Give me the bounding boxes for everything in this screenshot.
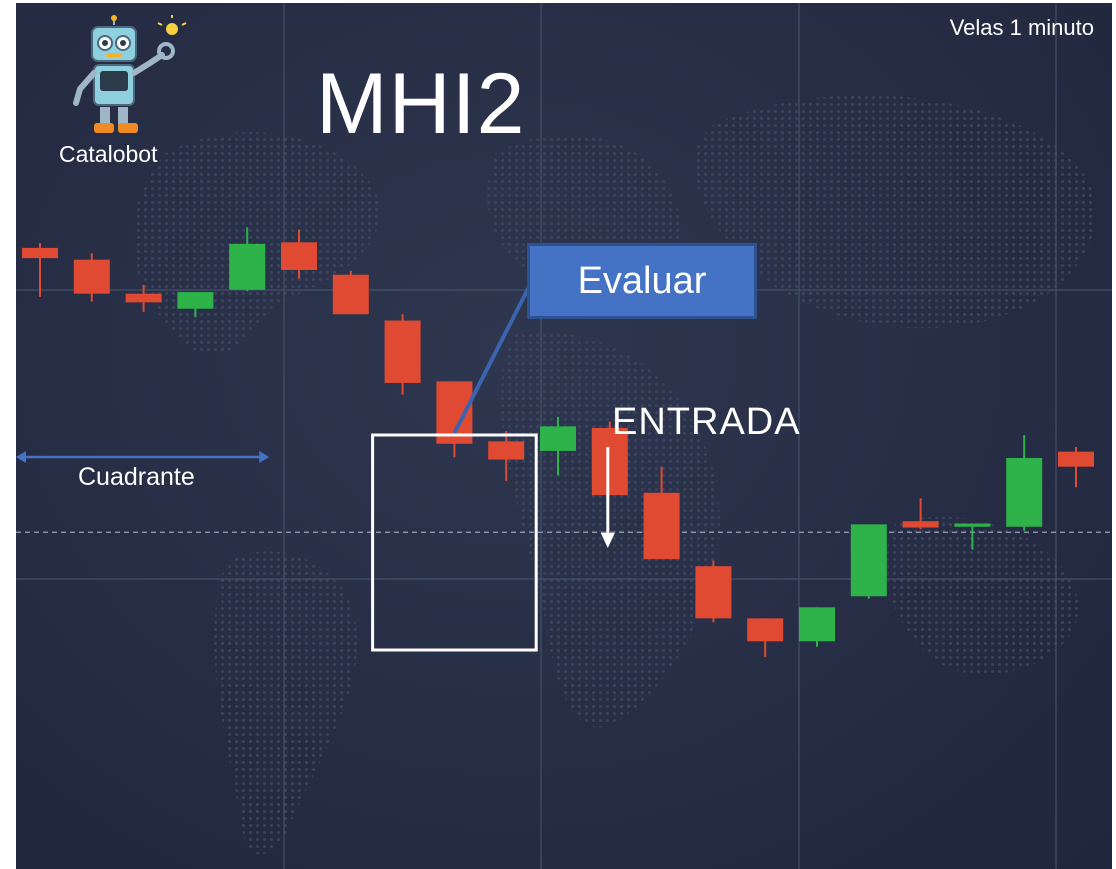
candle-body-0 (22, 247, 58, 259)
candle-1 (73, 253, 110, 302)
candlestick-chart (16, 3, 1112, 869)
evaluation-frame (371, 433, 538, 652)
callout-connector (452, 280, 534, 434)
candle-body-4 (229, 243, 266, 290)
candle-20 (1058, 446, 1094, 488)
candle-13 (695, 560, 732, 623)
candle-0 (22, 243, 58, 297)
quadrant-label: Cuadrante (78, 463, 195, 491)
candle-body-7 (384, 320, 421, 383)
candle-10 (540, 416, 576, 476)
candle-body-2 (125, 293, 162, 303)
candle-body-12 (643, 492, 680, 560)
candle-4 (229, 227, 266, 292)
candle-body-13 (695, 566, 732, 619)
candle-18 (954, 523, 991, 550)
candle-body-10 (540, 426, 576, 451)
candle-12 (643, 466, 680, 560)
candle-14 (747, 618, 784, 658)
candle-body-18 (954, 523, 991, 527)
candle-body-6 (332, 274, 369, 315)
candle-body-19 (1006, 458, 1043, 527)
candle-body-14 (747, 618, 784, 642)
chart-stage: Catalobot MHI2 Velas 1 minuto Evaluar EN… (16, 3, 1112, 869)
entry-arrow (600, 447, 615, 548)
candle-body-5 (281, 242, 317, 270)
robot-mascot-icon (73, 15, 187, 133)
candle-16 (850, 524, 887, 599)
entry-label: ENTRADA (612, 401, 801, 443)
candle-15 (799, 607, 835, 647)
candle-7 (384, 314, 421, 395)
timeframe-label: Velas 1 minuto (949, 15, 1094, 40)
candle-body-9 (488, 441, 525, 460)
candle-19 (1006, 435, 1043, 531)
quadrant-arrow (16, 451, 270, 463)
candle-2 (125, 284, 162, 312)
candle-body-17 (902, 521, 939, 528)
candle-5 (281, 229, 317, 279)
candle-17 (902, 498, 939, 530)
candle-8 (436, 381, 473, 458)
candle-3 (177, 292, 214, 318)
candle-body-11 (591, 427, 628, 496)
candle-body-16 (850, 524, 887, 597)
brand-name: Catalobot (59, 141, 158, 167)
candle-6 (332, 270, 369, 315)
evaluate-callout: Evaluar (527, 243, 757, 319)
candle-9 (488, 431, 525, 481)
candle-body-3 (177, 292, 214, 309)
page-title: MHI2 (316, 56, 526, 152)
candle-body-20 (1058, 451, 1094, 467)
candle-11 (591, 421, 628, 496)
candle-body-1 (73, 259, 110, 294)
candle-body-15 (799, 607, 835, 642)
